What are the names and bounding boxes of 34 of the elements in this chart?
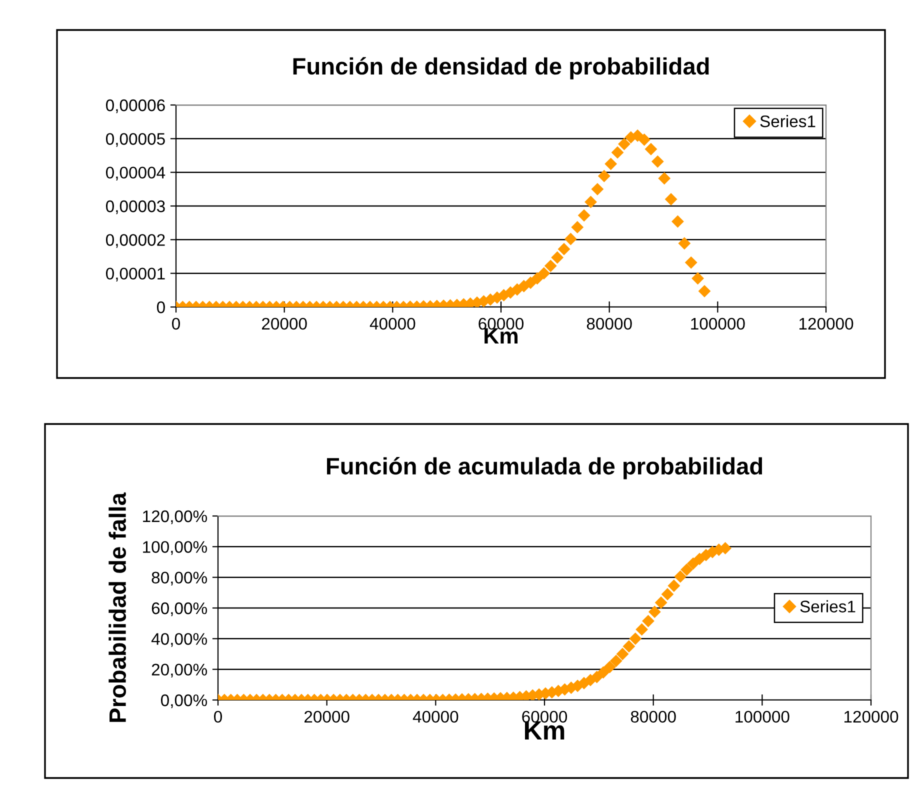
x-tick-label: 80000 [586,318,632,330]
x-tick-label: 40000 [412,710,458,723]
x-tick-label: 20000 [262,318,307,330]
x-tick-label: 40000 [370,318,416,330]
y-tick-label: 20,00% [152,664,207,678]
y-axis-title: Probabilidad de falla [108,492,126,722]
chart-title: Función de acumulada de probabilidad [327,457,762,480]
y-tick-label: 80,00% [152,572,207,586]
y-tick-label: 120,00% [143,510,207,524]
y-tick-label: 60,00% [152,602,207,616]
y-tick-label: 40,00% [151,633,207,647]
y-tick-label: 0,00005 [106,133,165,147]
x-axis-title: Km [484,328,518,344]
x-tick-label: 100000 [691,318,745,330]
y-tick-label: 0,00% [160,694,207,708]
chart-title: Función de densidad de probabilidad [293,57,709,80]
y-tick-label: 0,00001 [106,268,165,282]
y-tick-label: 100,00% [143,541,207,555]
x-axis-title: Km [525,721,564,740]
x-tick-label: 0 [214,710,222,723]
x-tick-label: 20000 [304,710,350,723]
legend-label: Series1 [800,600,856,612]
y-tick-label: 0 [156,301,165,314]
y-tick-label: 0,00006 [106,99,165,114]
y-tick-label: 0,00004 [106,166,166,181]
x-tick-label: 120000 [799,318,854,330]
x-tick-label: 100000 [736,710,790,723]
x-tick-label: 60000 [478,318,524,330]
legend-label: Series1 [760,115,816,128]
x-tick-label: 60000 [522,710,568,723]
y-tick-label: 0,00003 [106,200,165,214]
y-tick-label: 0,00002 [106,234,165,248]
x-tick-label: 80000 [630,710,676,723]
x-tick-label: 120000 [844,710,898,723]
